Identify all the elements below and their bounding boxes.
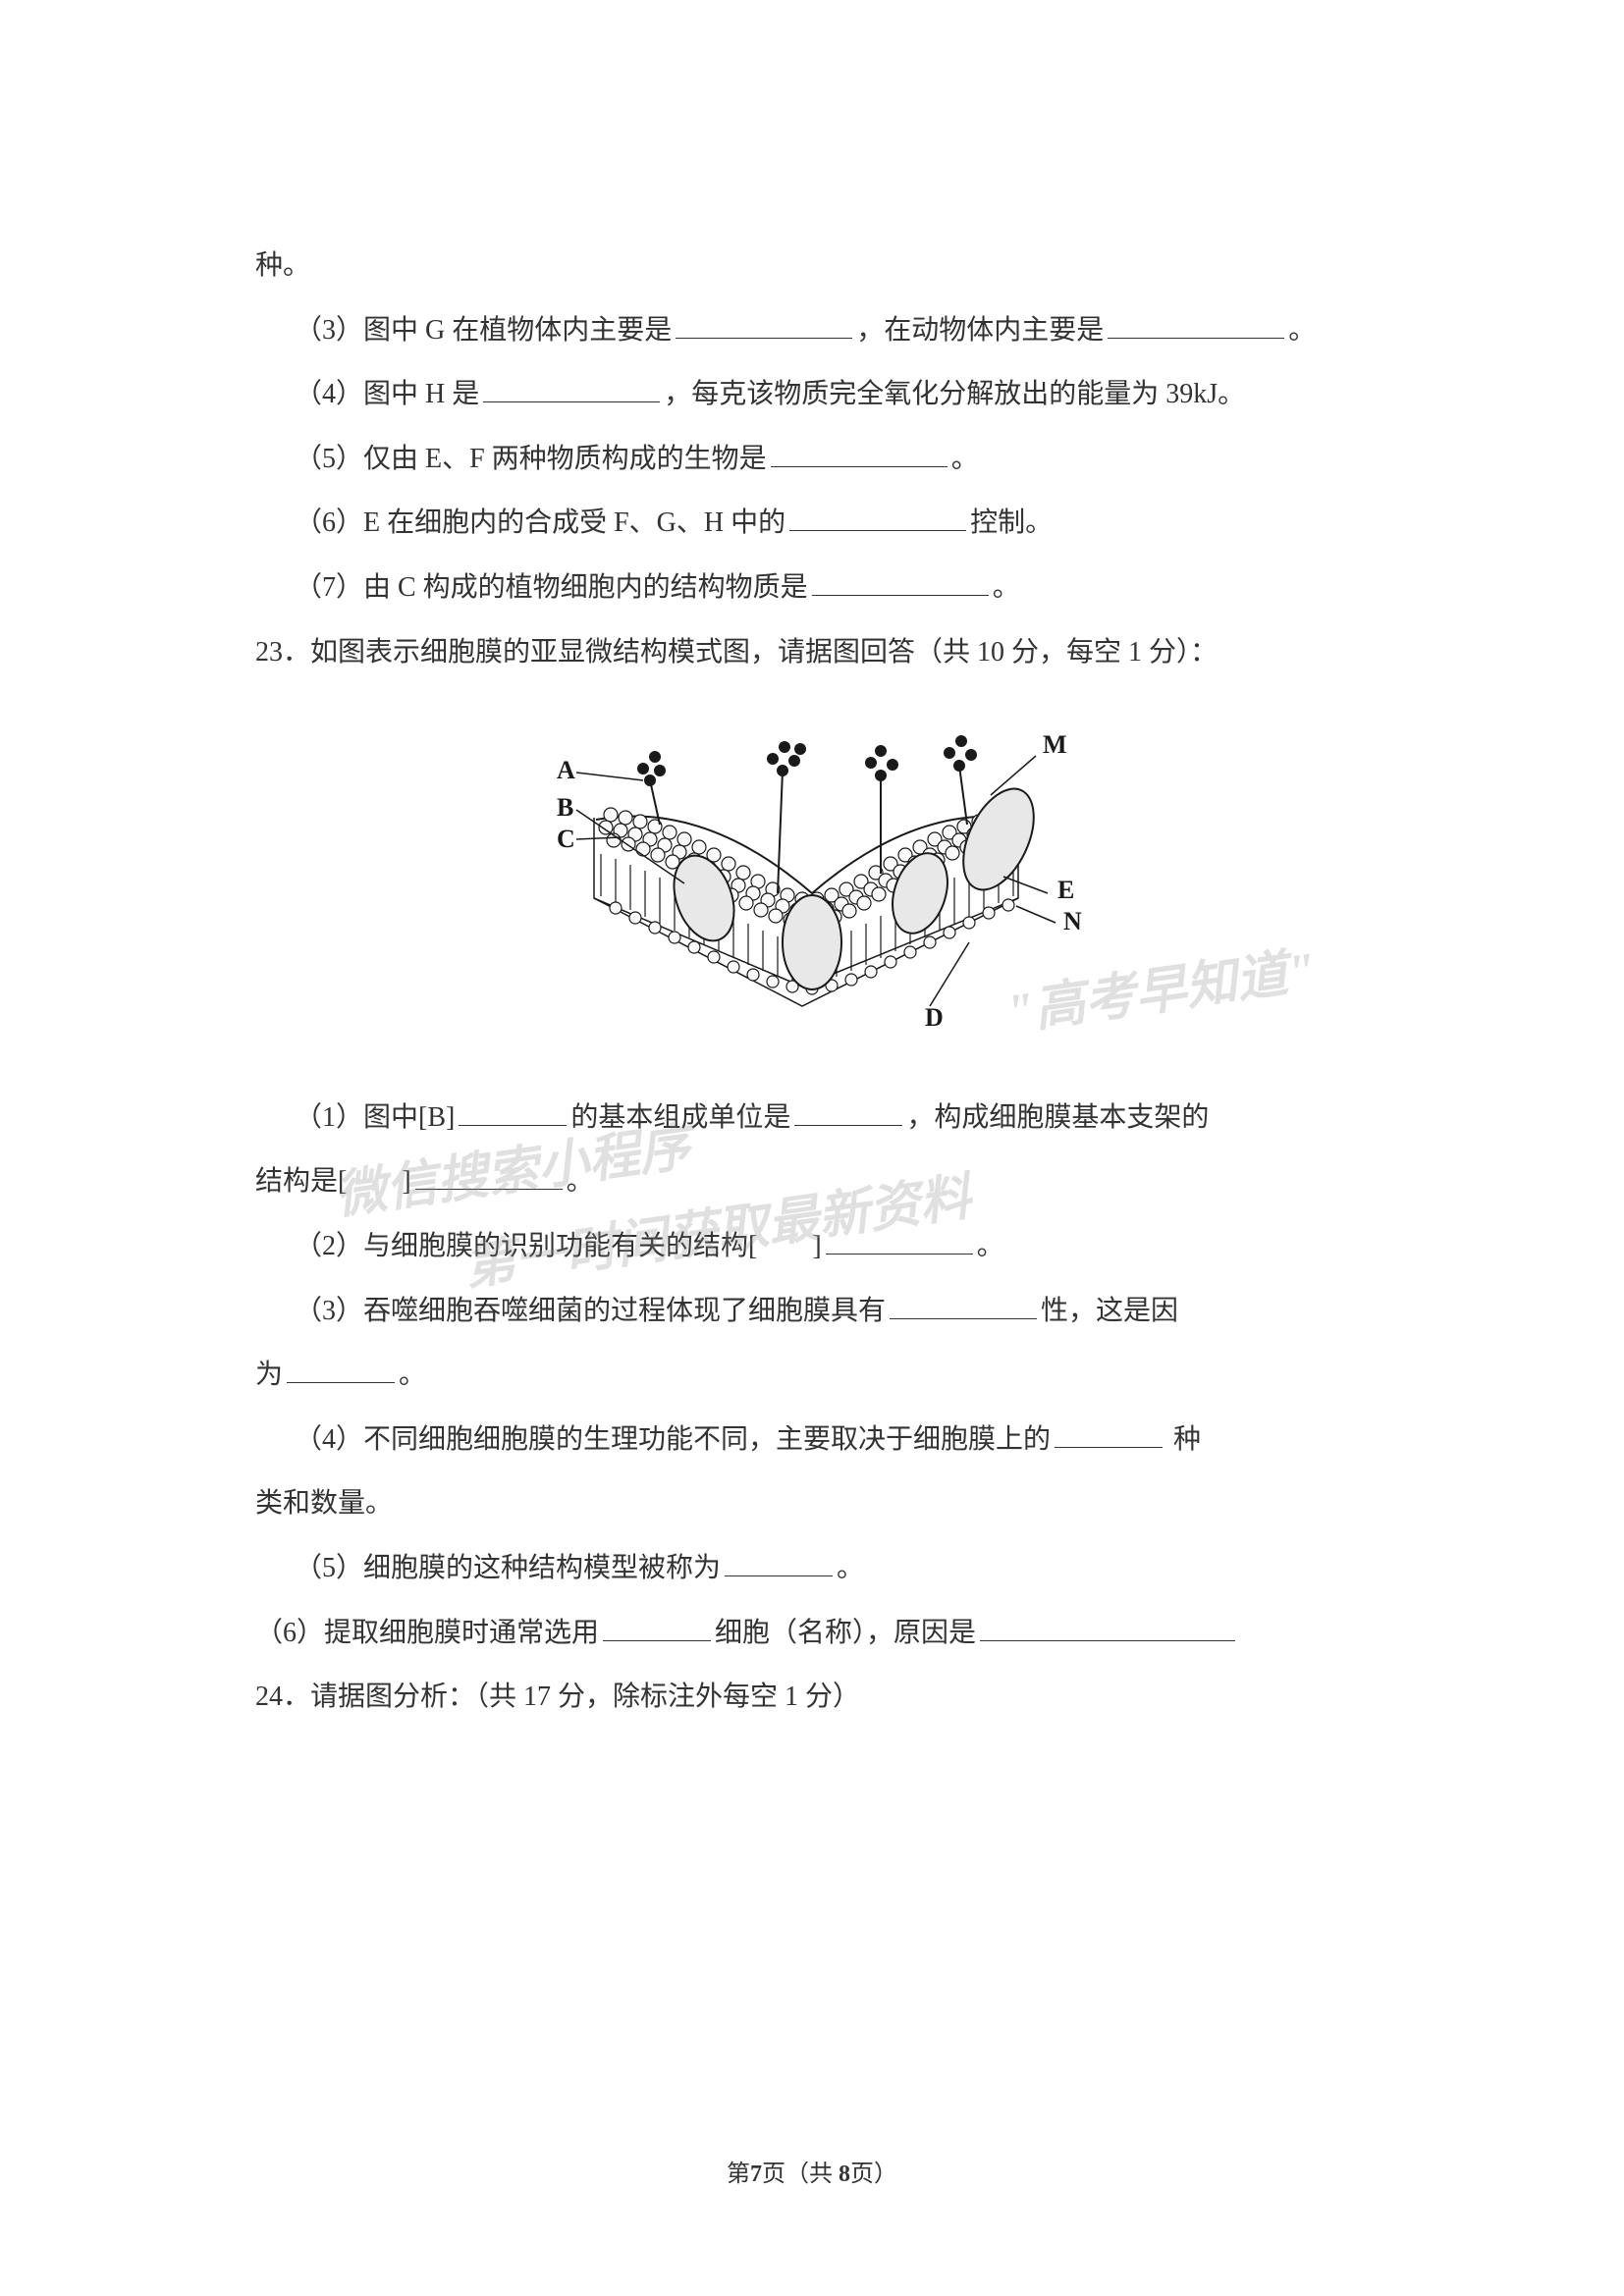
blank <box>725 1549 833 1576</box>
question-23-2: （2）与细胞膜的识别功能有关的结构[ ] 。 <box>255 1216 1369 1277</box>
q7-text-b: 。 <box>993 572 1020 603</box>
q4-text-b: ，每克该物质完全氧化分解放出的能量为 39kJ。 <box>664 379 1245 409</box>
cell-membrane-diagram: A B C D E N M <box>508 702 1116 1036</box>
q23-4-text-c: 类和数量。 <box>255 1488 393 1519</box>
q23-3-text-a: （3）吞噬细胞吞噬细菌的过程体现了细胞膜具有 <box>295 1296 886 1326</box>
q3-text-a: （3）图中 G 在植物体内主要是 <box>295 315 672 346</box>
q23-3-text-b: 性，这是因 <box>1041 1296 1178 1326</box>
blank <box>794 1098 902 1126</box>
blank <box>676 311 852 339</box>
membrane-figure-container: A B C D E N M <box>255 702 1369 1058</box>
q23-1-text-b: 的基本组成单位是 <box>570 1102 790 1133</box>
label-M: M <box>1043 730 1067 759</box>
blank <box>789 504 966 531</box>
footer-page-current: 7 <box>750 2162 762 2187</box>
blank <box>890 1292 1037 1319</box>
blank <box>826 1227 973 1255</box>
q23-5-text-b: 。 <box>837 1553 864 1583</box>
blank <box>771 440 947 467</box>
q5-text-a: （5）仅由 E、F 两种物质构成的生物是 <box>295 444 767 474</box>
label-E: E <box>1057 876 1074 904</box>
q6-text-b: 控制。 <box>970 507 1053 538</box>
question-23-1-cont: 结构是[ ] 。 <box>255 1151 1369 1212</box>
q23-6-text-b: 细胞（名称），原因是 <box>715 1618 976 1648</box>
blank <box>459 1098 567 1126</box>
question-23-1: （1）图中[B] 的基本组成单位是 ，构成细胞膜基本支架的 <box>255 1088 1369 1148</box>
question-23-intro: 23．如图表示细胞膜的亚显微结构模式图，请据图回答（共 10 分，每空 1 分）… <box>255 622 1369 683</box>
label-D: D <box>925 1003 944 1032</box>
label-B: B <box>557 793 573 822</box>
question-23-4: （4）不同细胞细胞膜的生理功能不同，主要取决于细胞膜上的 种 <box>255 1410 1369 1470</box>
blank <box>812 568 989 596</box>
q6-text-a: （6）E 在细胞内的合成受 F、G、H 中的 <box>295 507 785 538</box>
blank <box>483 375 660 402</box>
q5-text-b: 。 <box>951 444 979 474</box>
label-N: N <box>1063 907 1082 935</box>
q23-2-text-b: 。 <box>977 1231 1004 1261</box>
q23-2-text-a: （2）与细胞膜的识别功能有关的结构[ ] <box>295 1231 822 1261</box>
question-3: （3）图中 G 在植物体内主要是 ，在动物体内主要是 。 <box>255 300 1369 361</box>
question-4: （4）图中 H 是 ，每克该物质完全氧化分解放出的能量为 39kJ。 <box>255 364 1369 425</box>
q23-3-text-d: 。 <box>399 1360 426 1390</box>
q4-text-a: （4）图中 H 是 <box>295 379 479 409</box>
question-24-intro: 24．请据图分析：（共 17 分，除标注外每空 1 分） <box>255 1667 1369 1728</box>
q23-3-text-c: 为 <box>255 1360 283 1390</box>
question-5: （5）仅由 E、F 两种物质构成的生物是 。 <box>255 429 1369 490</box>
question-23-3-cont: 为。 <box>255 1345 1369 1406</box>
question-7: （7）由 C 构成的植物细胞内的结构物质是 。 <box>255 558 1369 618</box>
q23-5-text-a: （5）细胞膜的这种结构模型被称为 <box>295 1553 721 1583</box>
q23-4-text-b: 种 <box>1166 1424 1201 1455</box>
blank <box>415 1162 563 1190</box>
question-23-3: （3）吞噬细胞吞噬细菌的过程体现了细胞膜具有 性，这是因 <box>255 1281 1369 1342</box>
q7-text-a: （7）由 C 构成的植物细胞内的结构物质是 <box>295 572 808 603</box>
page-content: 种。 （3）图中 G 在植物体内主要是，在动物体内主要是。 （4）图中 H 是，… <box>0 0 1624 1830</box>
q23-1-text-c1: ，构成细胞膜基本支架的 <box>906 1102 1209 1133</box>
blank <box>287 1356 395 1383</box>
q23-6-text-a: （6）提取细胞膜时通常选用 <box>255 1618 599 1648</box>
q23-1-text-d: 。 <box>567 1166 594 1197</box>
blank <box>1055 1420 1163 1448</box>
blank <box>1108 311 1284 339</box>
page-footer: 第7页（共 8页） <box>0 2154 1624 2188</box>
label-C: C <box>557 825 575 853</box>
label-A: A <box>557 756 575 784</box>
q3-text-b: ，在动物体内主要是 <box>856 315 1104 346</box>
question-23-5: （5）细胞膜的这种结构模型被称为 。 <box>255 1538 1369 1599</box>
q3-text-c: 。 <box>1288 315 1316 346</box>
prev-fragment: 种。 <box>255 236 1369 296</box>
q23-1-text-c2: 结构是[ ] <box>255 1166 411 1197</box>
q23-1-text-a: （1）图中[B] <box>295 1102 455 1133</box>
q23-4-text-a: （4）不同细胞细胞膜的生理功能不同，主要取决于细胞膜上的 <box>295 1424 1051 1455</box>
blank <box>603 1614 711 1641</box>
question-6: （6）E 在细胞内的合成受 F、G、H 中的 控制。 <box>255 493 1369 554</box>
footer-text-c: 页） <box>850 2162 897 2187</box>
footer-text-a: 第 <box>727 2162 750 2187</box>
footer-page-total: 8 <box>839 2162 850 2187</box>
blank <box>980 1614 1235 1641</box>
footer-text-b: 页（共 <box>762 2162 839 2187</box>
question-23-6: （6）提取细胞膜时通常选用 细胞（名称），原因是 <box>255 1603 1369 1664</box>
question-23-4-cont: 类和数量。 <box>255 1473 1369 1534</box>
